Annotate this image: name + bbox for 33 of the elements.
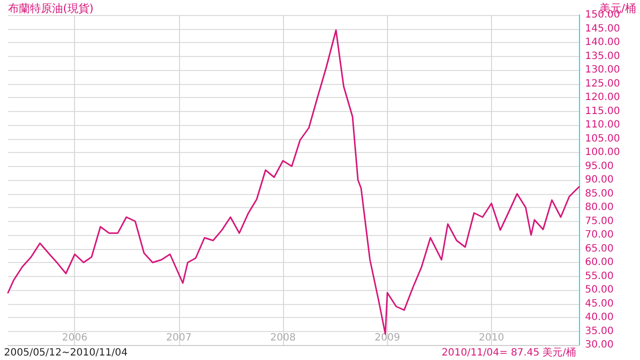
y-tick-label: 65.00 [585, 243, 614, 254]
y-tick-label: 105.00 [585, 133, 620, 144]
x-tick-label: 2006 [62, 332, 88, 344]
x-tick-label: 2009 [374, 332, 400, 344]
y-tick-label: 95.00 [585, 160, 614, 172]
text: 2010/11/04= 87.45 美元/桶 [442, 346, 576, 358]
y-tick-label: 140.00 [585, 37, 620, 48]
y-tick-label: 145.00 [585, 23, 620, 34]
y-tick-label: 60.00 [585, 257, 614, 268]
y-tick-label: 115.00 [585, 106, 620, 117]
x-tick-label: 2008 [270, 332, 296, 344]
y-tick-label: 135.00 [585, 50, 620, 62]
y-tick-label: 90.00 [585, 174, 614, 186]
y-tick-label: 75.00 [585, 216, 614, 227]
x-tick-label: 2010 [478, 332, 504, 344]
y-tick-label: 120.00 [585, 92, 620, 103]
y-tick-label: 35.00 [585, 326, 614, 337]
y-tick-label: 40.00 [585, 312, 614, 323]
y-tick-label: 45.00 [585, 298, 614, 310]
chart-title: 布蘭特原油(現貨) [8, 2, 94, 15]
y-tick-label: 125.00 [585, 78, 620, 90]
y-tick-label: 110.00 [585, 120, 620, 130]
text: 2005/05/12~2010/11/04 [4, 348, 128, 358]
y-tick-label: 50.00 [585, 284, 614, 296]
line-series [7, 29, 580, 335]
y-tick-label: 130.00 [585, 64, 620, 76]
y-tick-label: 80.00 [585, 202, 614, 213]
y-tick-label: 30.00 [585, 340, 614, 350]
y-tick-label: 100.00 [585, 147, 620, 158]
y-tick-label: 70.00 [585, 230, 614, 240]
x-tick-label: 2007 [166, 332, 192, 344]
y-tick-label: 85.00 [585, 188, 614, 200]
y-tick-label: 55.00 [585, 270, 614, 282]
